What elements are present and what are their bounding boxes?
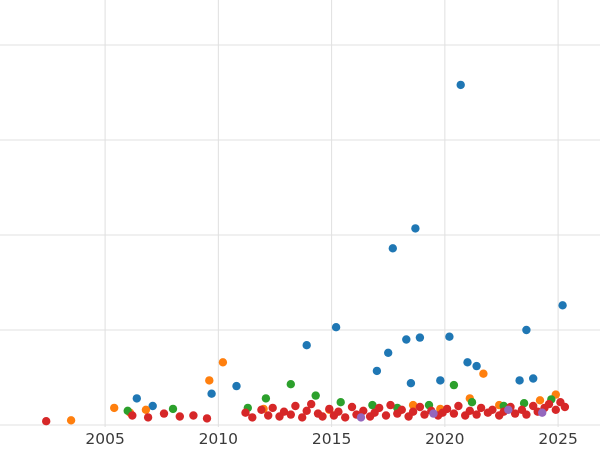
scatter-point-series-red	[560, 402, 570, 412]
scatter-point-series-red	[286, 410, 295, 419]
x-tick-label: 2025	[538, 430, 577, 448]
scatter-point-series-blue	[388, 244, 397, 253]
scatter-point-series-red	[510, 409, 520, 418]
scatter-point-series-orange	[535, 396, 545, 405]
scatter-point-series-red	[420, 410, 429, 419]
scatter-point-series-orange	[408, 400, 418, 410]
scatter-point-series-red	[359, 406, 368, 415]
scatter-point-series-blue	[148, 401, 157, 411]
scatter-point-series-red	[143, 413, 153, 422]
scatter-point-series-red	[454, 401, 463, 411]
scatter-point-series-red	[375, 403, 384, 413]
scatter-point-series-blue	[445, 332, 454, 341]
scatter-point-series-blue	[515, 376, 524, 385]
scatter-point-series-green	[449, 380, 459, 390]
scatter-point-series-red	[551, 405, 560, 414]
scatter-point-series-red	[449, 409, 459, 418]
scatter-point-series-green	[311, 391, 320, 400]
scatter-point-series-red	[264, 411, 273, 420]
scatter-point-series-red	[298, 413, 307, 422]
scatter-point-series-red	[42, 417, 51, 426]
scatter-point-series-red	[202, 414, 212, 423]
scatter-point-series-red	[544, 399, 554, 409]
scatter-point-series-red	[386, 400, 395, 410]
scatter-point-series-red	[302, 406, 311, 415]
scatter-point-series-blue	[402, 335, 411, 344]
scatter-point-series-red	[472, 410, 481, 419]
scatter-point-series-green	[168, 404, 178, 414]
scatter-point-series-orange	[218, 358, 228, 367]
scatter-point-series-purple	[356, 413, 366, 422]
x-tick-label: 2015	[312, 430, 351, 448]
scatter-point-series-green	[519, 399, 529, 408]
scatter-point-series-orange	[141, 405, 151, 414]
scatter-point-series-blue	[456, 80, 465, 90]
scatter-point-series-red	[465, 406, 474, 415]
scatter-point-series-red	[334, 407, 343, 416]
scatter-point-series-red	[488, 405, 497, 414]
points-layer	[42, 80, 570, 426]
scatter-point-series-red	[257, 405, 266, 414]
scatter-point-series-orange	[110, 403, 119, 413]
scatter-point-series-green	[261, 394, 271, 403]
scatter-point-series-red	[476, 403, 486, 413]
scatter-point-series-red	[522, 410, 531, 419]
scatter-point-series-red	[248, 413, 257, 422]
scatter-point-series-blue	[406, 379, 416, 388]
scatter-point-series-red	[291, 401, 300, 411]
scatter-point-series-red	[241, 408, 250, 417]
scatter-point-series-red	[408, 407, 418, 416]
scatter-point-series-blue	[522, 325, 531, 335]
scatter-point-series-red	[347, 402, 357, 412]
scatter-point-series-orange	[66, 416, 76, 425]
scatter-point-series-red	[268, 403, 277, 413]
scatter-point-series-red	[381, 411, 391, 420]
scatter-point-series-orange	[479, 369, 488, 378]
scatter-point-series-red	[341, 413, 350, 422]
scatter-point-series-purple	[429, 409, 438, 418]
scatter-point-series-red	[442, 404, 452, 414]
scatter-point-series-red	[279, 407, 289, 416]
scatter-point-series-red	[189, 411, 198, 420]
scatter-point-series-blue	[529, 374, 538, 383]
scatter-point-series-green	[336, 398, 345, 407]
scatter-point-series-blue	[411, 224, 420, 233]
scatter-point-series-blue	[415, 333, 425, 342]
scatter-point-series-green	[368, 400, 377, 410]
scatter-point-series-blue	[463, 358, 472, 367]
scatter-point-series-purple	[504, 405, 513, 414]
scatter-point-series-red	[318, 412, 327, 421]
scatter-point-series-blue	[436, 376, 445, 385]
scatter-point-series-blue	[558, 301, 567, 310]
scatter-point-series-blue	[372, 366, 382, 376]
scatter-point-series-red	[307, 399, 316, 409]
scatter-point-series-red	[175, 412, 184, 421]
grid-layer	[0, 0, 600, 428]
scatter-point-series-blue	[472, 361, 481, 371]
scatter-point-series-green	[286, 380, 295, 389]
scatter-point-series-orange	[205, 376, 214, 385]
scatter-point-series-purple	[538, 408, 547, 417]
x-tick-label: 2005	[85, 430, 124, 448]
scatter-point-series-red	[159, 409, 169, 418]
x-tick-label: 2010	[199, 430, 238, 448]
scatter-point-series-blue	[207, 389, 216, 398]
scatter-point-series-red	[529, 401, 538, 411]
scatter-point-series-red	[128, 411, 137, 420]
scatter-point-series-blue	[132, 394, 141, 403]
scatter-point-series-blue	[302, 341, 311, 350]
scatter-point-series-blue	[384, 348, 393, 357]
scatter-point-series-red	[397, 405, 406, 414]
scatter-point-series-blue	[232, 381, 241, 391]
scatter-point-series-green	[467, 398, 477, 407]
scatter-point-series-blue	[331, 323, 341, 332]
scatter-point-series-red	[325, 404, 334, 414]
x-tick-label: 2020	[425, 430, 464, 448]
scatter-point-series-red	[415, 402, 425, 412]
x-axis-ticks: 2005 2010 2015 2020 2025	[85, 430, 577, 448]
